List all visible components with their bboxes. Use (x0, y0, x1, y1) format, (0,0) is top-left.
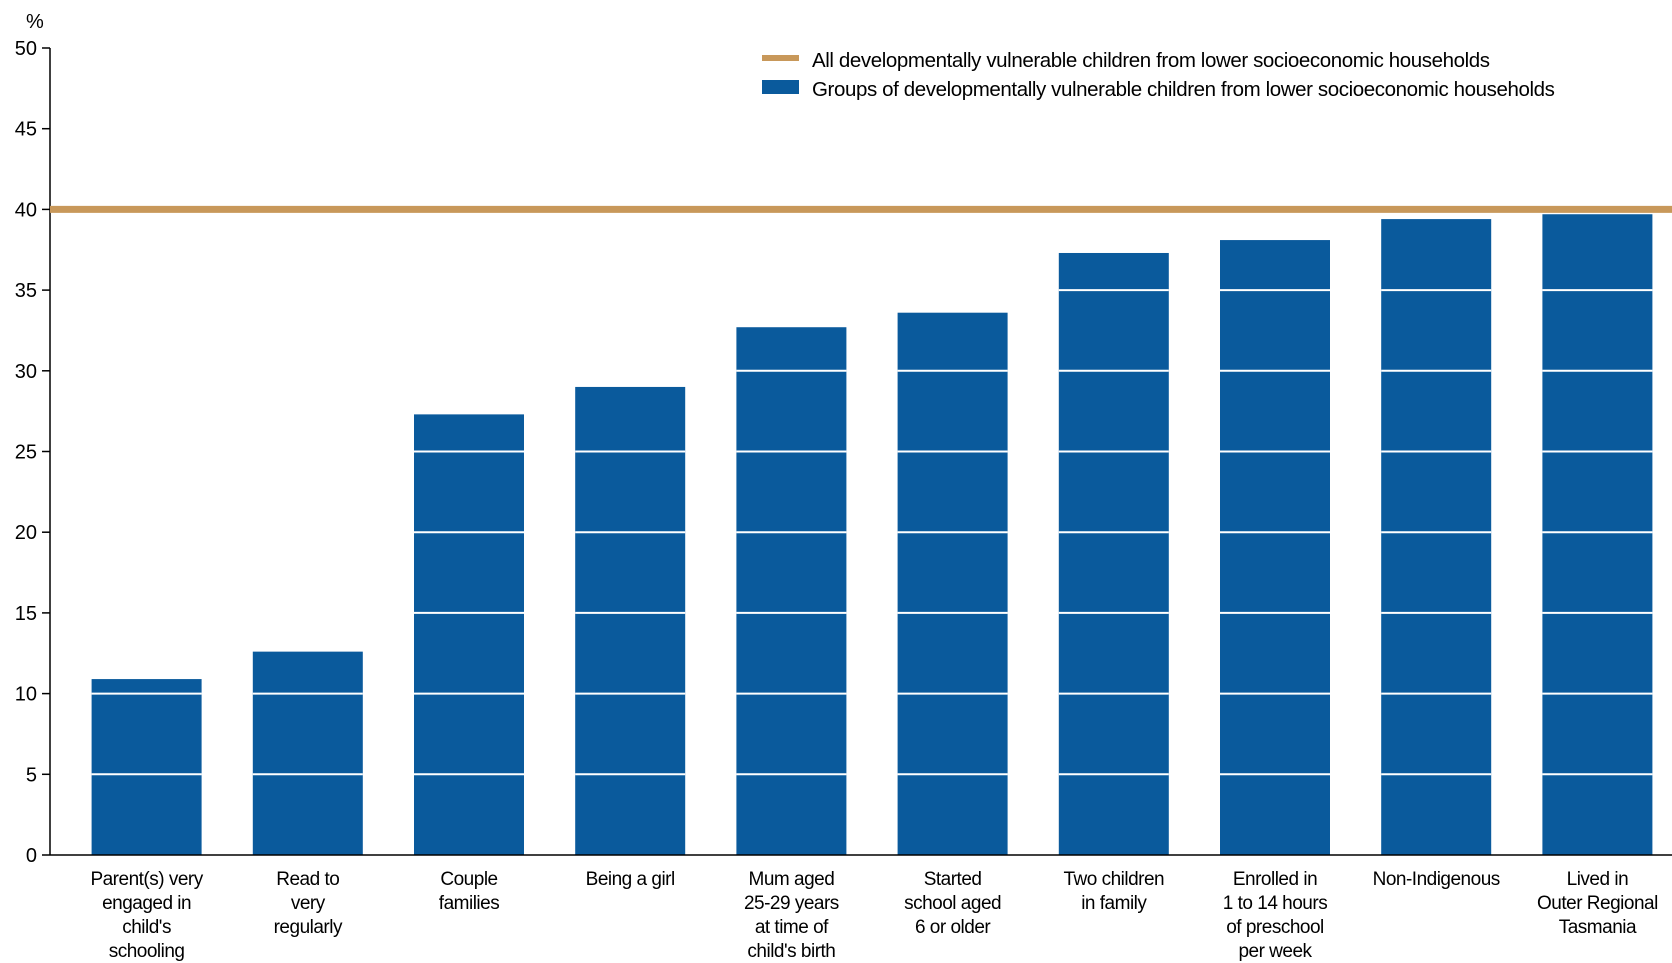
category-label-line: families (439, 893, 499, 914)
category-label-line: school aged (904, 893, 1001, 914)
category-label: Two children in family (1063, 869, 1164, 914)
category-label: Read to very regularly (274, 869, 343, 938)
y-tick-label: 20 (15, 522, 37, 544)
y-tick-label: 25 (15, 442, 37, 464)
bar (1381, 219, 1492, 856)
category-label-line: of preschool (1226, 917, 1324, 938)
category-label-line: Two children (1063, 869, 1164, 890)
y-tick-label: 50 (15, 38, 37, 60)
category-label-line: 1 to 14 hours (1223, 893, 1327, 914)
category-label-line: schooling (109, 941, 185, 962)
bar (1220, 240, 1330, 856)
bar (897, 312, 1008, 855)
category-label-line: in family (1081, 893, 1147, 914)
category-label-line: Couple (440, 869, 497, 890)
y-tick-label: 35 (15, 280, 37, 302)
category-label-line: very (291, 893, 326, 914)
category-label: Enrolled in 1 to 14 hours of preschool per … (1223, 869, 1327, 962)
legend-label-reference: All developmentally vulnerable children … (812, 49, 1490, 72)
bar (1542, 214, 1653, 855)
category-label-line: Outer Regional (1537, 893, 1658, 914)
category-label: Being a girl (586, 869, 675, 890)
bar (252, 651, 363, 855)
category-label-line: Being a girl (586, 869, 675, 890)
bar (736, 327, 847, 855)
y-tick-label: 40 (15, 199, 37, 221)
category-label: Parent(s) very engaged in child's schooling (90, 869, 203, 962)
y-tick-label: 10 (15, 684, 37, 706)
category-label-line: child's (122, 917, 171, 938)
bar (414, 414, 524, 855)
category-label-line: Read to (276, 869, 339, 890)
category-label-line: 6 or older (915, 917, 991, 938)
bar (575, 386, 686, 855)
bar (91, 679, 202, 855)
category-label-line: 25-29 years (744, 893, 839, 914)
legend-label-bars: Groups of developmentally vulnerable chi… (812, 78, 1555, 101)
category-label: Non-Indigenous (1373, 869, 1500, 890)
y-tick-label: 5 (26, 764, 37, 786)
category-label-line: Parent(s) very (90, 869, 203, 890)
category-label: Mum aged 25-29 years at time of child's bir… (744, 869, 839, 962)
legend: All developmentally vulnerable children … (762, 49, 1555, 101)
category-label: Started school aged 6 or older (904, 869, 1001, 938)
category-label-line: Non-Indigenous (1373, 869, 1500, 890)
category-label-line: regularly (274, 917, 343, 938)
category-label: Lived in Outer Regional Tasmania (1537, 869, 1658, 938)
legend-bar-swatch (762, 80, 799, 94)
bar (1058, 252, 1169, 855)
y-axis: 0 5 10 15 20 25 30 35 40 45 50 (15, 38, 51, 867)
category-label-line: Started (924, 869, 982, 890)
y-axis-unit-label: % (26, 11, 44, 33)
x-axis: Parent(s) very engaged in child's schooling… (50, 854, 1672, 962)
category-label-line: Tasmania (1559, 917, 1637, 938)
y-tick-label: 45 (15, 119, 37, 141)
category-label: Couple families (439, 869, 499, 914)
bars-group (91, 214, 1653, 856)
category-label-line: Enrolled in (1233, 869, 1317, 890)
y-tick-label: 0 (26, 845, 37, 867)
category-label-line: per week (1238, 941, 1312, 962)
y-tick-label: 15 (15, 603, 37, 625)
category-label-line: child's birth (747, 941, 835, 962)
category-label-line: at time of (755, 917, 829, 938)
category-label-line: Mum aged (749, 869, 835, 890)
category-label-line: Lived in (1567, 869, 1629, 890)
category-label-line: engaged in (102, 893, 191, 914)
y-tick-label: 30 (15, 361, 37, 383)
